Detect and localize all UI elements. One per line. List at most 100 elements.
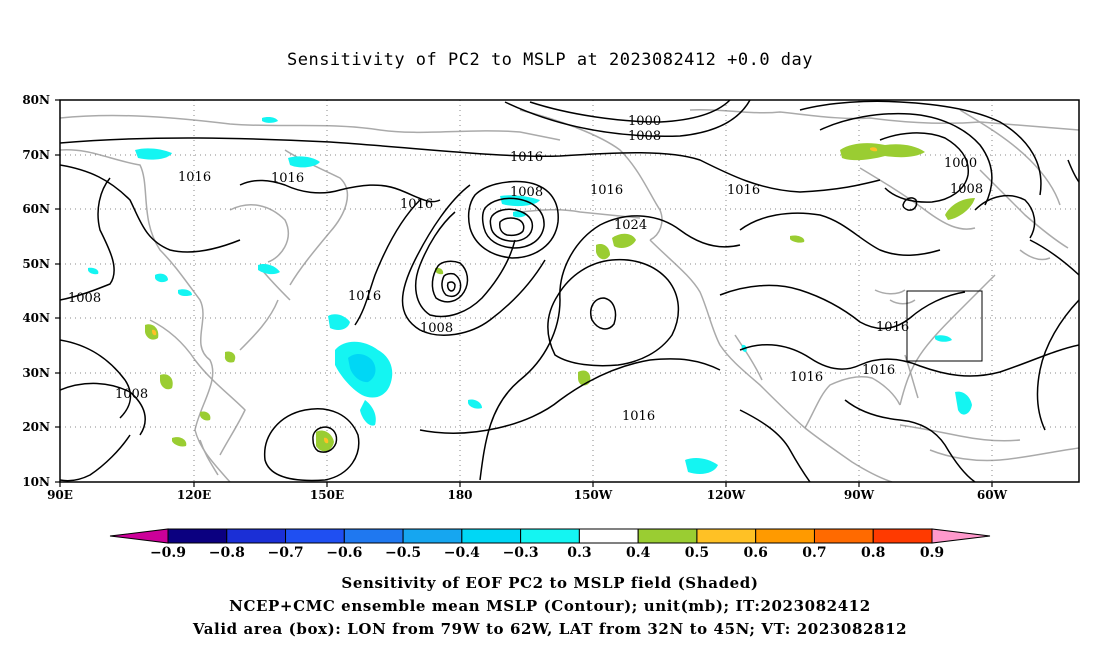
contour-label: 1000 bbox=[628, 114, 661, 129]
lat-label: 30N bbox=[22, 366, 50, 380]
positive-patch bbox=[200, 411, 211, 421]
lon-label: 90E bbox=[47, 488, 73, 502]
lon-axis: 90E 120E 150E 180 150W 120W 90W 60W bbox=[47, 488, 1008, 502]
colorbar-boxes bbox=[167, 528, 933, 544]
contour-label: 1016 bbox=[271, 171, 304, 186]
contour-label: 1024 bbox=[614, 218, 647, 233]
contour-label: 1008 bbox=[950, 182, 983, 197]
lat-label: 60N bbox=[22, 202, 50, 216]
colorbar-box bbox=[637, 528, 698, 544]
contour-line bbox=[60, 177, 115, 301]
lon-label: 120W bbox=[707, 488, 746, 502]
positive-patch bbox=[224, 351, 236, 363]
asia-east-coast bbox=[60, 149, 231, 482]
greenland bbox=[959, 109, 1061, 206]
contour-line bbox=[844, 399, 976, 482]
contour-label: 1016 bbox=[590, 183, 623, 198]
positive-patch bbox=[152, 329, 157, 336]
negative-patch bbox=[258, 263, 280, 275]
contour-line bbox=[1036, 299, 1079, 431]
negative-patch bbox=[262, 117, 278, 123]
lon-label: 180 bbox=[447, 488, 472, 502]
labrador bbox=[979, 169, 1069, 249]
map-frame bbox=[59, 99, 1080, 483]
contour-line bbox=[414, 211, 516, 318]
contour-line bbox=[60, 434, 131, 482]
colorbar-label: −0.3 bbox=[503, 545, 539, 561]
colorbar-low-arrow bbox=[109, 528, 169, 544]
contour-label: 1016 bbox=[510, 150, 543, 165]
positive-patch bbox=[945, 198, 975, 220]
contour-label: 1008 bbox=[68, 291, 101, 306]
contour-line bbox=[529, 100, 731, 123]
contour-line bbox=[401, 184, 546, 336]
lat-label: 20N bbox=[22, 420, 50, 434]
coastlines bbox=[60, 108, 1079, 482]
contour-line bbox=[499, 217, 525, 237]
lat-axis: 80N 70N 60N 50N 40N 30N 20N 10N bbox=[22, 93, 50, 489]
caption-valid-area: Valid area (box): LON from 79W to 62W, L… bbox=[192, 620, 908, 638]
negative-patch bbox=[955, 391, 972, 415]
mslp-contours bbox=[60, 100, 1079, 482]
lon-label: 90W bbox=[844, 488, 875, 502]
colorbar-box bbox=[872, 528, 933, 544]
sea-of-okhotsk bbox=[229, 204, 289, 263]
negative-patch bbox=[935, 335, 952, 342]
north-america-west-coast bbox=[649, 239, 806, 429]
contour-labels: 1000 1008 1016 1016 1016 1016 1008 1016 … bbox=[68, 114, 983, 424]
contour-line bbox=[239, 179, 441, 203]
lon-label: 60W bbox=[977, 488, 1008, 502]
contour-line bbox=[504, 100, 751, 137]
lon-label: 120E bbox=[177, 488, 211, 502]
contour-label: 1016 bbox=[862, 363, 895, 378]
baja bbox=[734, 334, 763, 381]
colorbar-box bbox=[813, 528, 874, 544]
contour-line bbox=[441, 272, 462, 298]
colorbar-label: 0.9 bbox=[920, 545, 944, 561]
contour-line bbox=[354, 199, 421, 326]
colorbar-label: 0.7 bbox=[802, 545, 826, 561]
contour-line bbox=[739, 343, 1079, 377]
lat-label: 70N bbox=[22, 148, 50, 162]
negative-patch bbox=[88, 267, 99, 275]
positive-patch bbox=[435, 267, 444, 275]
contour-line bbox=[446, 281, 456, 292]
south-america-north bbox=[929, 447, 1079, 462]
colorbar-box bbox=[755, 528, 815, 544]
contour-line bbox=[739, 409, 811, 482]
contour-label: 1016 bbox=[348, 289, 381, 304]
florida bbox=[904, 354, 919, 399]
great-lakes bbox=[874, 289, 916, 305]
negative-patch bbox=[155, 273, 168, 283]
contour-line bbox=[60, 164, 241, 253]
negative-patch bbox=[288, 156, 320, 168]
contour-label: 1008 bbox=[510, 185, 543, 200]
contour-label: 1016 bbox=[178, 170, 211, 185]
contour-line bbox=[419, 358, 721, 434]
negative-patch bbox=[328, 314, 350, 330]
positive-patch bbox=[790, 235, 805, 243]
negative-patch bbox=[360, 400, 376, 426]
colorbar-box bbox=[461, 528, 522, 544]
colorbar-box bbox=[520, 528, 580, 544]
colorbar-label: −0.5 bbox=[385, 545, 421, 561]
colorbar-label: 0.6 bbox=[744, 545, 768, 561]
positive-patch bbox=[145, 324, 159, 340]
colorbar-label: 0.4 bbox=[626, 545, 651, 561]
lat-label: 80N bbox=[22, 93, 50, 107]
negative-patch bbox=[135, 148, 172, 160]
contour-line bbox=[974, 194, 1036, 239]
caption-contour: NCEP+CMC ensemble mean MSLP (Contour); u… bbox=[229, 597, 871, 615]
hudson-bay bbox=[859, 167, 976, 230]
positive-patch bbox=[840, 143, 925, 161]
contour-line bbox=[479, 215, 741, 481]
colorbar-box bbox=[167, 528, 228, 544]
contour-line bbox=[739, 212, 941, 256]
china-coast bbox=[149, 319, 246, 456]
positive-patch bbox=[870, 147, 878, 152]
colorbar-label: 0.3 bbox=[567, 545, 591, 561]
positive-patch bbox=[596, 244, 610, 260]
contour-label: 1016 bbox=[727, 183, 760, 198]
contour-line bbox=[1029, 239, 1079, 276]
